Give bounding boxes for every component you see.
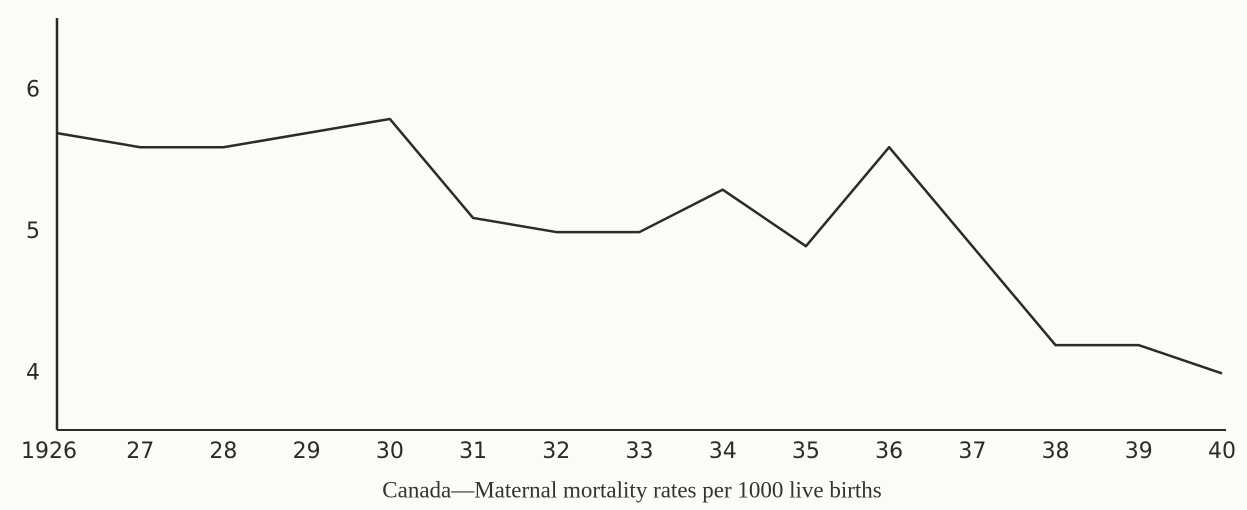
x-tick-label: 35 — [792, 439, 820, 464]
x-tick-label: 39 — [1125, 439, 1153, 464]
x-tick-label: 31 — [459, 439, 487, 464]
x-tick-label: 29 — [293, 439, 321, 464]
x-tick-label: 40 — [1208, 439, 1236, 464]
y-tick-label: 6 — [26, 78, 40, 103]
y-tick-label: 5 — [26, 219, 40, 244]
x-tick-label: 36 — [875, 439, 903, 464]
chart-title: Canada—Maternal mortality rates per 1000… — [382, 477, 882, 502]
data-line — [56, 117, 1223, 375]
x-tick-label: 34 — [709, 439, 737, 464]
x-tick-label: 1926 — [21, 439, 77, 464]
x-tick-label: 27 — [126, 439, 154, 464]
x-tick-label: 28 — [209, 439, 237, 464]
x-tick-label: 37 — [958, 439, 986, 464]
x-tick-label: 33 — [626, 439, 654, 464]
x-tick-label: 38 — [1042, 439, 1070, 464]
x-tick-label: 30 — [376, 439, 404, 464]
x-tick-label: 32 — [542, 439, 570, 464]
y-tick-label: 4 — [26, 360, 40, 385]
